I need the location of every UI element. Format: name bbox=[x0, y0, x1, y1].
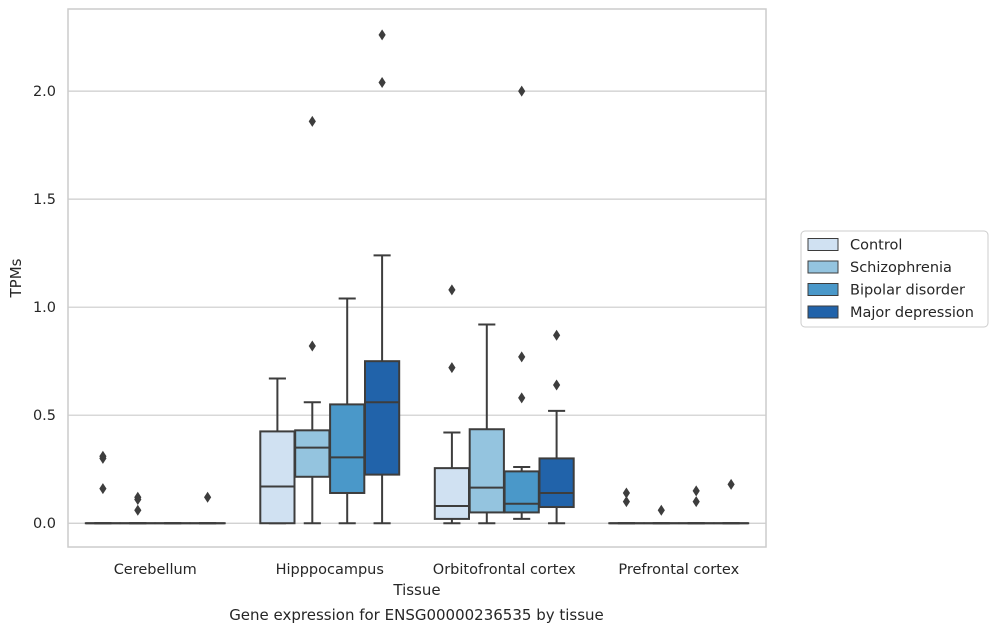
box-iqr bbox=[363, 360, 401, 476]
plot-area bbox=[68, 9, 766, 547]
box-3-0 bbox=[189, 491, 226, 525]
x-tick-label: Orbitofrontal cortex bbox=[433, 562, 576, 578]
box-iqr bbox=[294, 429, 331, 478]
x-tick-label: Hipppocampus bbox=[276, 562, 384, 578]
outlier-point bbox=[622, 496, 630, 508]
outlier-point bbox=[518, 351, 526, 363]
y-tick-label: 1.5 bbox=[33, 192, 56, 208]
box-2-3 bbox=[678, 485, 715, 525]
box-0-0 bbox=[84, 450, 122, 525]
box-iqr bbox=[503, 470, 540, 514]
outlier-point bbox=[99, 483, 107, 495]
x-tick-label: Prefrontal cortex bbox=[618, 562, 739, 578]
outlier-point bbox=[99, 450, 107, 462]
box-iqr bbox=[468, 428, 505, 514]
y-tick-label: 0.0 bbox=[33, 516, 56, 532]
outlier-point bbox=[727, 478, 735, 490]
box-1-0 bbox=[119, 491, 156, 525]
y-tick-label: 0.5 bbox=[33, 408, 56, 424]
legend-label: Bipolar disorder bbox=[850, 283, 965, 299]
outlier-point bbox=[518, 392, 526, 404]
legend-swatch bbox=[807, 305, 839, 319]
outlier-point bbox=[692, 485, 700, 497]
y-tick-label: 2.0 bbox=[33, 84, 56, 100]
outlier-point bbox=[134, 493, 142, 505]
legend-swatch bbox=[807, 283, 839, 296]
figure-caption: Gene expression for ENSG00000236535 by t… bbox=[229, 606, 604, 624]
box-3-3 bbox=[712, 478, 750, 525]
box-iqr bbox=[433, 467, 471, 520]
legend-label: Control bbox=[850, 238, 902, 254]
box-2-1 bbox=[329, 297, 366, 525]
box-1-2 bbox=[468, 323, 505, 525]
outlier-point bbox=[448, 362, 456, 374]
box-iqr bbox=[538, 457, 575, 509]
plot-frame bbox=[67, 8, 767, 548]
outlier-point bbox=[378, 29, 386, 41]
box-0-1 bbox=[259, 377, 296, 525]
box-0-3 bbox=[608, 487, 645, 525]
outlier-point bbox=[657, 504, 665, 516]
legend-label: Schizophrenia bbox=[850, 260, 952, 276]
outlier-point bbox=[378, 76, 386, 88]
outlier-point bbox=[622, 487, 630, 499]
box-3-1 bbox=[363, 29, 401, 525]
outlier-point bbox=[308, 115, 316, 127]
outlier-point bbox=[204, 491, 212, 503]
outlier-point bbox=[308, 340, 316, 352]
outlier-point bbox=[692, 496, 700, 508]
legend: Control Schizophrenia Bipolar disorder Majo… bbox=[800, 230, 989, 328]
y-tick-label: 1.0 bbox=[33, 300, 56, 316]
outlier-point bbox=[448, 284, 456, 296]
box-iqr bbox=[259, 430, 296, 525]
legend-swatch bbox=[807, 238, 839, 251]
outlier-point bbox=[553, 379, 561, 391]
legend-label: Major depression bbox=[850, 305, 974, 321]
y-axis-label: TPMs bbox=[7, 258, 25, 298]
outlier-point bbox=[553, 329, 561, 341]
outlier-point bbox=[134, 504, 142, 516]
x-tick-label: Cerebellum bbox=[114, 562, 197, 578]
legend-frame bbox=[800, 230, 989, 328]
outlier-point bbox=[518, 85, 526, 97]
box-iqr bbox=[329, 403, 366, 494]
x-axis-label: Tissue bbox=[392, 581, 440, 599]
box-3-2 bbox=[538, 329, 575, 525]
legend-swatch bbox=[807, 260, 839, 274]
